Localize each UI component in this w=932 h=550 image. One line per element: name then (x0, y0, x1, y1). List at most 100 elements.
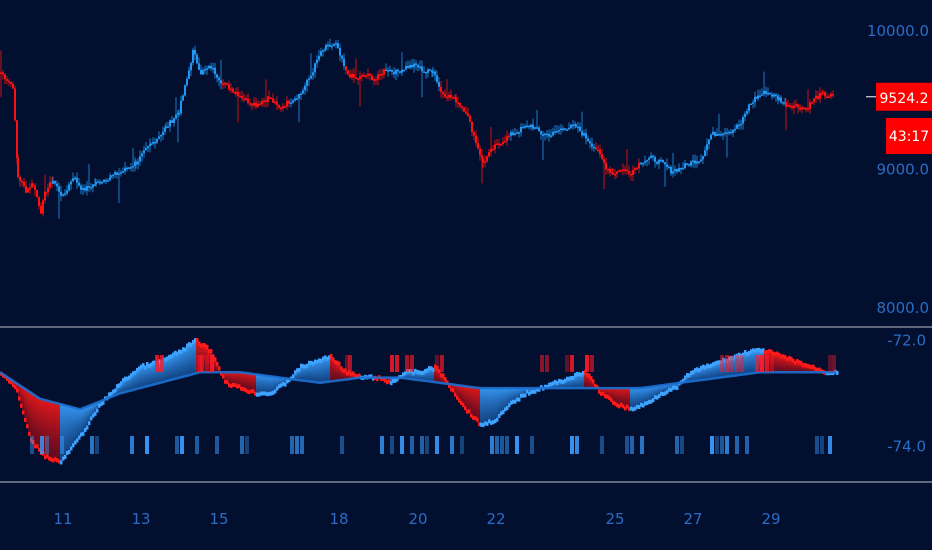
fast-line-segment (576, 371, 579, 376)
price-candle (101, 180, 103, 185)
ribbon-segment (158, 362, 161, 384)
fast-line-segment (48, 456, 51, 461)
fast-line-segment (174, 350, 177, 355)
price-candle (141, 150, 143, 162)
lower-signal-marker (530, 436, 534, 454)
upper-signal-marker (160, 355, 164, 372)
fast-line-segment (802, 363, 805, 368)
price-candle (490, 126, 492, 157)
fast-line-segment (20, 403, 23, 408)
price-candle (325, 43, 327, 51)
fast-line-segment (706, 363, 709, 368)
price-candle (92, 184, 94, 193)
ribbon-segment (242, 372, 245, 389)
price-candle (14, 85, 16, 122)
ribbon-segment (342, 369, 345, 380)
price-candle (813, 97, 815, 105)
fast-line-segment (198, 341, 201, 346)
price-candle (292, 99, 294, 105)
price-candle (648, 156, 650, 165)
price-candle (274, 98, 276, 105)
ribbon-segment (266, 375, 269, 394)
price-tick-label: 8000.0 (877, 299, 930, 317)
ribbon-segment (456, 384, 459, 397)
fast-line-segment (530, 390, 533, 395)
ribbon-segment (48, 400, 51, 458)
ribbon-segment (530, 388, 533, 392)
ribbon-segment (114, 389, 117, 396)
price-candle (516, 129, 518, 134)
ribbon-segment (610, 388, 613, 401)
ribbon-segment (278, 377, 281, 388)
fast-line-segment (328, 355, 331, 360)
fast-line-segment (712, 362, 715, 367)
fast-line-segment (684, 375, 687, 380)
price-candle (339, 43, 341, 62)
time-tick-label: 11 (53, 510, 72, 528)
ribbon-segment (136, 370, 139, 390)
ribbon-segment (490, 388, 493, 422)
ribbon-segment (468, 386, 471, 413)
fast-line-segment (426, 368, 429, 373)
price-candle (270, 96, 272, 100)
fast-line-segment (806, 363, 809, 368)
fast-line-segment (256, 392, 259, 397)
ribbon-segment (622, 388, 625, 407)
price-candle (656, 160, 658, 166)
ribbon-segment (554, 383, 557, 389)
upper-signal-marker (828, 355, 832, 372)
fast-line-segment (766, 350, 769, 355)
price-candle (237, 87, 239, 123)
fast-line-segment (656, 395, 659, 400)
price-candle (628, 165, 630, 178)
upper-signal-marker (390, 355, 394, 372)
price-candle (241, 90, 243, 102)
price-candle (672, 152, 674, 178)
fast-line-segment (98, 403, 101, 408)
fast-line-segment (644, 401, 647, 406)
fast-line-segment (646, 401, 649, 406)
fast-line-segment (412, 371, 415, 376)
fast-line-segment (562, 379, 565, 384)
fast-line-segment (262, 391, 265, 396)
ribbon-segment (252, 373, 255, 393)
ribbon-segment (408, 372, 411, 379)
fast-line-segment (146, 362, 149, 367)
price-candle (484, 155, 486, 168)
ribbon-segment (302, 366, 305, 381)
time-tick-label: 22 (486, 510, 505, 528)
fast-line-segment (196, 337, 199, 342)
price-candle (532, 118, 534, 131)
fast-line-segment (654, 395, 657, 400)
price-candle (375, 76, 377, 85)
ribbon-segment (348, 373, 351, 380)
fast-line-segment (348, 370, 351, 375)
ribbon-segment (246, 373, 249, 391)
fast-line-segment (810, 365, 813, 370)
price-candle (103, 178, 105, 184)
fast-line-segment (488, 419, 491, 424)
price-candle (355, 58, 357, 80)
fast-line-segment (64, 455, 67, 460)
price-candle (114, 170, 116, 178)
lower-signal-marker (130, 436, 134, 454)
price-candle (110, 174, 112, 179)
price-candle (192, 47, 194, 66)
fast-line-segment (12, 383, 15, 388)
fast-line-segment (382, 377, 385, 382)
ribbon-segment (258, 374, 261, 394)
price-candle (624, 165, 626, 175)
fast-line-segment (296, 368, 299, 373)
price-candle (72, 172, 74, 182)
ribbon-segment (706, 366, 709, 380)
fast-line-segment (32, 440, 35, 445)
price-candle (212, 62, 214, 74)
fast-line-segment (136, 367, 139, 372)
ribbon-segment (582, 373, 585, 389)
fast-line-segment (594, 383, 597, 388)
ribbon-segment (120, 382, 123, 394)
ribbon-segment (76, 408, 79, 441)
price-candle (595, 142, 597, 150)
price-candle (795, 99, 797, 108)
fast-line-segment (494, 419, 497, 424)
